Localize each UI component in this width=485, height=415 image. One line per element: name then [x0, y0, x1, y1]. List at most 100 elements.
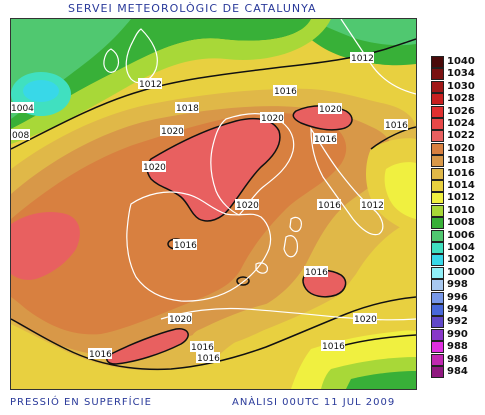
isobar-labels: 1012 1016 1012 1018 1004 008 1020 1020 1…: [11, 52, 408, 364]
legend-item: 1018: [431, 154, 483, 168]
legend-swatch: [431, 142, 444, 155]
isobar-label: 1012: [361, 201, 384, 211]
legend-item: 986: [431, 353, 483, 366]
isobar-1020-mediterranean: [302, 269, 347, 298]
legend-item: 1028: [431, 92, 483, 106]
legend-item: 1002: [431, 253, 483, 267]
isobar-1020-morocco: [106, 328, 189, 365]
legend-label: 984: [447, 366, 468, 377]
legend-item: 998: [431, 278, 483, 292]
isobar-label: 1020: [161, 127, 184, 137]
field-1006-ne: [311, 19, 416, 46]
legend-swatch: [431, 341, 444, 354]
corsica-coast: [289, 216, 302, 233]
header: SERVEI METEOROLÒGIC DE CATALUNYA: [0, 0, 485, 18]
legend-swatch: [431, 155, 444, 168]
legend-label: 1006: [447, 229, 475, 241]
legend-label: 996: [447, 291, 468, 303]
legend-item: 1026: [431, 105, 483, 118]
legend-swatch: [431, 68, 444, 81]
isobar-label: 1016: [89, 350, 112, 360]
isobar-label: 1020: [236, 201, 259, 211]
italy-coast: [310, 127, 384, 236]
legend-label: 986: [447, 353, 468, 365]
legend-item: 1006: [431, 229, 483, 242]
legend-item: 992: [431, 315, 483, 329]
legend-swatch: [431, 279, 444, 292]
legend-item: 1000: [431, 266, 483, 279]
legend-label: 1002: [447, 254, 475, 266]
isobar-label: 1012: [139, 80, 162, 90]
isobar-label: 1012: [351, 54, 374, 64]
legend-swatch: [431, 304, 444, 316]
legend-item: 1008: [431, 216, 483, 230]
legend-swatch: [431, 316, 444, 329]
legend-swatch: [431, 80, 444, 93]
low-1002: [23, 80, 59, 102]
map-subtitle: PRESSIÓ EN SUPERFÍCIE: [10, 397, 152, 408]
isobar-label: 1004: [11, 104, 34, 114]
legend-item: 988: [431, 340, 483, 354]
ireland-coast: [103, 48, 120, 73]
north-coast: [340, 19, 416, 95]
legend-label: 1008: [447, 217, 475, 229]
isobar-label: 1016: [274, 87, 297, 97]
legend-label: 1010: [447, 204, 475, 216]
legend-label: 1024: [447, 118, 475, 129]
legend-item: 1010: [431, 204, 483, 217]
isobar-label: 1016: [318, 201, 341, 211]
legend-label: 1014: [447, 180, 475, 191]
legend-label: 1028: [447, 93, 475, 105]
isobar-label: 1020: [143, 163, 166, 173]
legend-swatch: [431, 266, 444, 279]
legend-item: 1022: [431, 129, 483, 143]
legend-item: 984: [431, 365, 483, 378]
isobar-1016-south: [11, 296, 416, 371]
legend-label: 1030: [447, 80, 475, 92]
legend-label: 1012: [447, 192, 475, 204]
legend-swatch: [431, 118, 444, 130]
isobar-label: 1016: [385, 121, 408, 131]
legend-swatch: [431, 192, 444, 205]
legend-swatch: [431, 254, 444, 267]
field-1008-south: [346, 371, 416, 389]
legend-label: 1040: [447, 56, 475, 67]
legend-swatch: [431, 366, 444, 378]
legend-label: 1026: [447, 105, 475, 117]
pressure-field: 1012 1016 1012 1018 1004 008 1020 1020 1…: [11, 19, 416, 389]
legend-item: 1040: [431, 55, 483, 68]
legend-item: 1014: [431, 179, 483, 192]
isobar-label: 1020: [261, 114, 284, 124]
isobar-label: 1016: [322, 342, 345, 352]
field-1012-east: [384, 162, 416, 219]
legend-swatch: [431, 291, 444, 304]
legend-item: 1034: [431, 67, 483, 81]
legend-swatch: [431, 229, 444, 242]
legend-swatch: [431, 217, 444, 230]
high-1022-france: [147, 118, 280, 221]
high-1022-morocco: [106, 328, 189, 364]
legend-item: 1030: [431, 80, 483, 93]
legend-label: 992: [447, 316, 468, 328]
legend-swatch: [431, 167, 444, 180]
isobar-label: 1018: [176, 104, 199, 114]
legend-swatch: [431, 204, 444, 217]
legend-label: 1022: [447, 130, 475, 142]
britain-coast: [125, 28, 158, 84]
legend-swatch: [431, 242, 444, 254]
legend-label: 990: [447, 328, 468, 340]
legend-swatch: [431, 180, 444, 192]
legend-swatch: [431, 328, 444, 341]
field-1020: [11, 112, 347, 335]
legend-swatch: [431, 56, 444, 68]
field-1010: [11, 19, 331, 144]
high-1022-atlantic: [11, 212, 80, 280]
page-title: SERVEI METEOROLÒGIC DE CATALUNYA: [68, 2, 317, 15]
balearic-coast: [255, 262, 268, 274]
isobar-1016-east: [370, 126, 416, 150]
legend-label: 1034: [447, 68, 475, 80]
legend-label: 994: [447, 304, 468, 315]
legend-label: 1018: [447, 155, 475, 167]
legend-item: 1012: [431, 191, 483, 205]
sardinia-coast: [283, 235, 298, 258]
